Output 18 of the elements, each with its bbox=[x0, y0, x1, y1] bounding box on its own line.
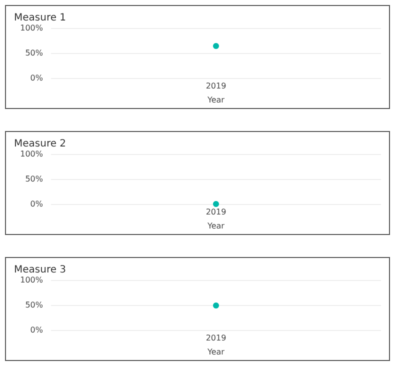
x-axis-title: Year bbox=[206, 96, 226, 104]
y-tick-label: 0% bbox=[30, 326, 44, 334]
x-tick-label: 2019 bbox=[206, 334, 226, 342]
y-tick-label: 0% bbox=[30, 200, 44, 208]
y-tick-label: 50% bbox=[25, 300, 44, 310]
y-tick-label: 100% bbox=[20, 24, 44, 32]
x-tick-label: 2019 bbox=[206, 208, 226, 216]
x-axis-title: Year bbox=[206, 222, 226, 230]
y-tick-label: 50% bbox=[25, 48, 44, 58]
y-tick-label: 50% bbox=[25, 174, 44, 184]
chart-title: Measure 3 bbox=[14, 264, 66, 276]
y-tick-label: 100% bbox=[20, 150, 44, 158]
x-axis-title: Year bbox=[206, 348, 226, 356]
y-tick-label: 100% bbox=[20, 276, 44, 284]
y-tick-label: 0% bbox=[30, 74, 44, 82]
chart-title: Measure 1 bbox=[14, 12, 66, 24]
x-tick-label: 2019 bbox=[206, 82, 226, 90]
chart-title: Measure 2 bbox=[14, 138, 66, 150]
